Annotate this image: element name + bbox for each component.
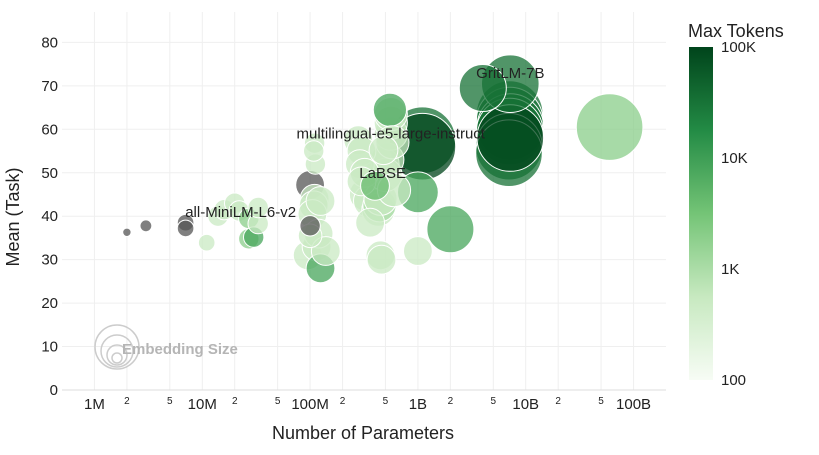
- data-point[interactable]: [303, 140, 325, 162]
- size-legend-ring-mid: [100, 334, 134, 368]
- x-tick-label: 100M: [291, 396, 329, 413]
- data-point[interactable]: [368, 135, 399, 166]
- axes: 1M 2 5 10M 2 5 100M 2 5 1B 2 5 10B 2 5 100B 0 10 20 30 40 50 6…: [41, 34, 651, 413]
- size-legend: Embedding Size: [94, 324, 238, 370]
- data-point[interactable]: [122, 227, 132, 238]
- size-legend-ring-small: [106, 344, 128, 366]
- size-legend-ring-large: [94, 324, 140, 370]
- data-point[interactable]: [426, 205, 475, 254]
- data-point[interactable]: [355, 207, 386, 238]
- colorbar: Max Tokens 100K 10K 1K 100: [688, 21, 784, 389]
- colorbar-gradient: [689, 47, 713, 380]
- data-point[interactable]: [403, 236, 433, 266]
- data-point[interactable]: [299, 215, 321, 237]
- x-tick-label: 5: [598, 396, 604, 407]
- point-annotation: GritLM-7B: [476, 65, 544, 82]
- data-point[interactable]: [458, 64, 507, 112]
- data-point[interactable]: [476, 104, 545, 172]
- colorbar-title: Max Tokens: [688, 21, 784, 41]
- point-annotation: all-MiniLM-L6-v2: [185, 204, 296, 221]
- x-axis-label: Number of Parameters: [272, 423, 454, 443]
- x-tick-label: 1M: [84, 396, 105, 413]
- data-point[interactable]: [176, 219, 195, 238]
- annotations: multilingual-e5-large-instruct GritLM-7B L…: [185, 65, 544, 221]
- x-tick-label: 2: [555, 396, 561, 407]
- data-point[interactable]: [366, 244, 397, 275]
- size-legend-ring-tiny: [111, 352, 123, 364]
- y-axis-label: Mean (Task): [3, 167, 23, 266]
- y-tick-label: 0: [50, 382, 58, 399]
- y-tick-label: 40: [41, 208, 58, 225]
- data-point[interactable]: [247, 196, 269, 219]
- x-tick-label: 2: [340, 396, 346, 407]
- data-points: [122, 54, 644, 284]
- x-tick-label: 2: [448, 396, 454, 407]
- x-tick-label: 10M: [188, 396, 217, 413]
- data-point[interactable]: [305, 186, 336, 216]
- x-tick-label: 5: [275, 396, 281, 407]
- colorbar-tick-label: 10K: [721, 150, 748, 167]
- colorbar-tick-label: 100K: [721, 39, 756, 56]
- x-tick-label: 5: [383, 396, 389, 407]
- size-legend-label: Embedding Size: [122, 341, 238, 358]
- point-annotation: multilingual-e5-large-instruct: [297, 126, 486, 143]
- colorbar-tick-label: 100: [721, 372, 746, 389]
- y-tick-label: 50: [41, 165, 58, 182]
- data-point[interactable]: [360, 170, 390, 201]
- y-tick-label: 60: [41, 121, 58, 138]
- colorbar-tick-label: 1K: [721, 261, 739, 278]
- y-tick-label: 70: [41, 78, 58, 95]
- x-tick-label: 2: [124, 396, 130, 407]
- data-point[interactable]: [139, 219, 153, 233]
- x-tick-label: 100B: [616, 396, 651, 413]
- y-tick-label: 20: [41, 295, 58, 312]
- x-tick-label: 5: [167, 396, 173, 407]
- y-tick-label: 30: [41, 252, 58, 269]
- data-point[interactable]: [372, 92, 407, 127]
- data-point[interactable]: [575, 93, 644, 161]
- point-annotation: LaBSE: [359, 165, 406, 182]
- x-tick-label: 1B: [409, 396, 427, 413]
- x-tick-label: 10B: [512, 396, 539, 413]
- y-tick-label: 10: [41, 339, 58, 356]
- y-tick-label: 80: [41, 34, 58, 51]
- x-tick-label: 2: [232, 396, 238, 407]
- x-tick-label: 5: [490, 396, 496, 407]
- data-point[interactable]: [197, 233, 216, 252]
